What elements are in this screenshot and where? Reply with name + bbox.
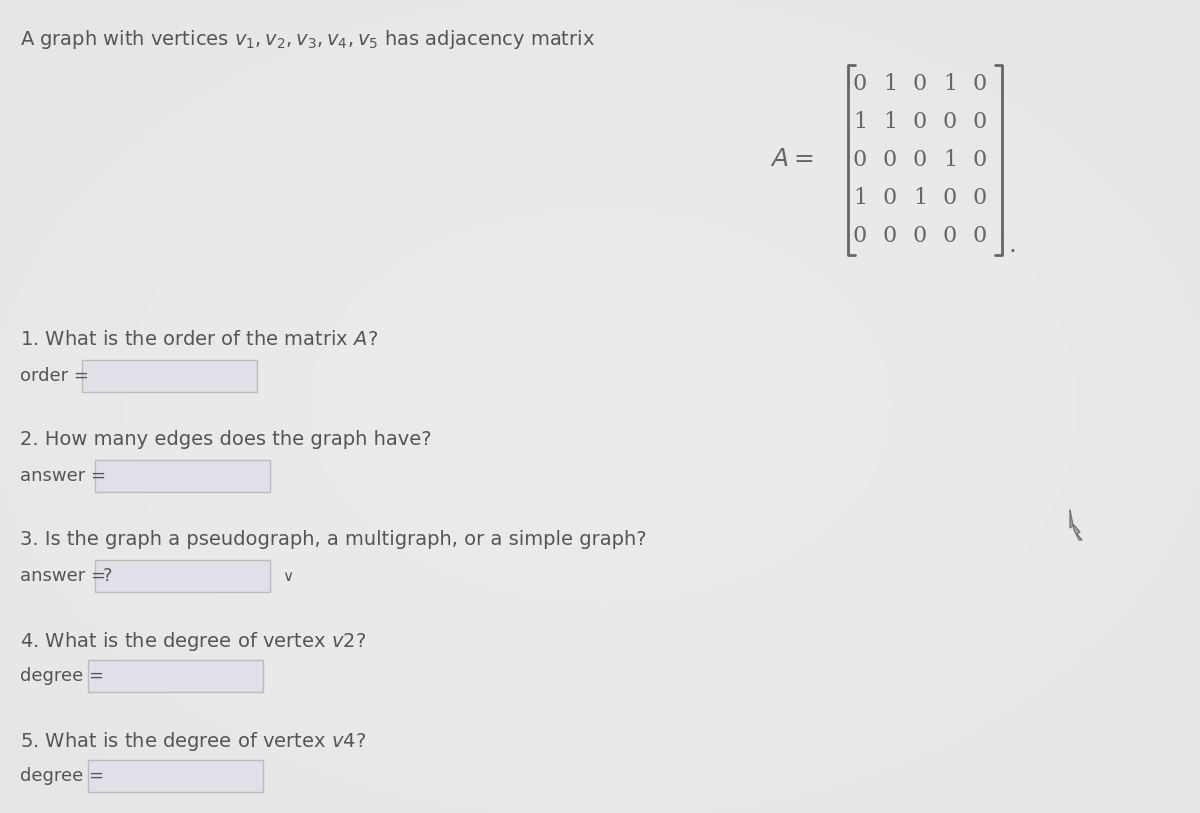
Text: 0: 0 xyxy=(883,225,898,247)
Text: 1: 1 xyxy=(913,187,928,209)
Text: 0: 0 xyxy=(943,111,958,133)
Text: $A=$: $A=$ xyxy=(770,149,814,172)
Text: 0: 0 xyxy=(853,149,868,171)
Text: 1. What is the order of the matrix $A$?: 1. What is the order of the matrix $A$? xyxy=(20,330,378,349)
Text: 0: 0 xyxy=(973,73,988,95)
Text: answer =: answer = xyxy=(20,567,106,585)
FancyBboxPatch shape xyxy=(82,360,257,392)
Text: degree =: degree = xyxy=(20,667,104,685)
FancyBboxPatch shape xyxy=(88,660,263,692)
Text: 0: 0 xyxy=(913,73,928,95)
Text: ?: ? xyxy=(103,567,113,585)
Text: .: . xyxy=(1008,233,1016,257)
Text: 5. What is the degree of vertex $v4$?: 5. What is the degree of vertex $v4$? xyxy=(20,730,366,753)
Text: answer =: answer = xyxy=(20,467,106,485)
Text: 0: 0 xyxy=(973,187,988,209)
Text: 0: 0 xyxy=(853,225,868,247)
Text: 1: 1 xyxy=(853,111,868,133)
Polygon shape xyxy=(1070,510,1082,540)
Text: 0: 0 xyxy=(883,187,898,209)
Text: ∨: ∨ xyxy=(282,568,293,584)
Text: 4. What is the degree of vertex $v2$?: 4. What is the degree of vertex $v2$? xyxy=(20,630,366,653)
Text: order =: order = xyxy=(20,367,89,385)
Text: 0: 0 xyxy=(943,187,958,209)
Text: 0: 0 xyxy=(913,225,928,247)
Text: 0: 0 xyxy=(853,73,868,95)
Text: degree =: degree = xyxy=(20,767,104,785)
Text: 1: 1 xyxy=(853,187,868,209)
Text: 0: 0 xyxy=(913,111,928,133)
FancyBboxPatch shape xyxy=(95,460,270,492)
Text: 1: 1 xyxy=(943,149,958,171)
Text: 0: 0 xyxy=(973,149,988,171)
Text: 0: 0 xyxy=(913,149,928,171)
Text: 0: 0 xyxy=(973,111,988,133)
FancyBboxPatch shape xyxy=(88,760,263,792)
Text: A graph with vertices $v_1, v_2, v_3, v_4, v_5$ has adjacency matrix: A graph with vertices $v_1, v_2, v_3, v_… xyxy=(20,28,595,51)
Text: 1: 1 xyxy=(883,73,898,95)
Text: 2. How many edges does the graph have?: 2. How many edges does the graph have? xyxy=(20,430,432,449)
Text: 3. Is the graph a pseudograph, a multigraph, or a simple graph?: 3. Is the graph a pseudograph, a multigr… xyxy=(20,530,647,549)
FancyBboxPatch shape xyxy=(95,560,270,592)
Text: 1: 1 xyxy=(883,111,898,133)
Text: 1: 1 xyxy=(943,73,958,95)
Text: 0: 0 xyxy=(973,225,988,247)
Text: 0: 0 xyxy=(943,225,958,247)
Text: 0: 0 xyxy=(883,149,898,171)
